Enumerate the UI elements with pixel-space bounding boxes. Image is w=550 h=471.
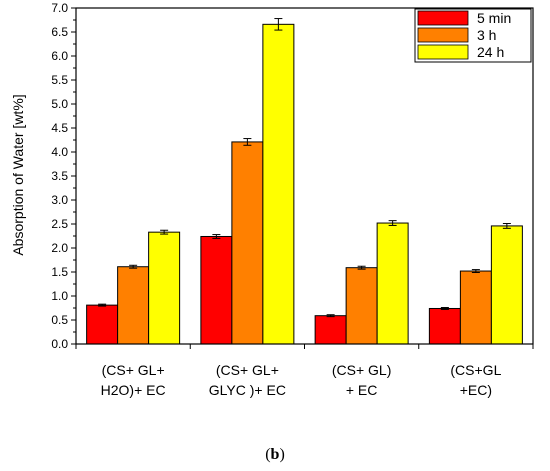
bar-24h-1: [262, 23, 295, 345]
y-tick-label: 3.5: [51, 169, 68, 183]
bar-5min-3: [428, 307, 461, 345]
y-tick-label: 1.5: [51, 265, 68, 279]
caption-close: ): [279, 446, 285, 463]
x-tick-label: (CS+GL: [450, 362, 501, 378]
bar-3h-1: [231, 141, 264, 345]
axes-layer: 0.0 0.5 1.0 1.5 2.0 2.5 3.0 3.5 4.0 4.5 5.0 5.5 6.0 6…: [51, 1, 534, 398]
legend-label: 5 min: [477, 10, 511, 26]
bar-24h-3: [490, 225, 523, 345]
legend-swatch-24h: [417, 44, 469, 60]
x-tick-label: H2O)+ EC: [101, 382, 166, 398]
y-tick-label: 5.0: [51, 97, 68, 111]
bar-24h-2: [376, 222, 409, 345]
bar-24h-0: [148, 231, 181, 345]
y-axis-title: Absorption of Water [wt%]: [10, 94, 26, 255]
legend-label: 24 h: [477, 44, 504, 60]
legend-swatch-5min: [417, 10, 469, 26]
x-tick-label: + EC: [346, 382, 378, 398]
caption-open: (: [265, 446, 271, 463]
y-tick-label: 0.0: [51, 337, 68, 351]
y-tick-label: 3.0: [51, 193, 68, 207]
y-tick-label: 6.5: [51, 25, 68, 39]
x-tick-label: (CS+ GL+: [102, 362, 165, 378]
figure-caption: (b): [0, 446, 550, 464]
bar-3h-3: [459, 270, 492, 345]
y-tick-label: 4.5: [51, 121, 68, 135]
y-tick-label: 7.0: [51, 1, 68, 15]
x-tick-label: (CS+ GL+: [216, 362, 279, 378]
bar-5min-0: [86, 304, 119, 345]
bar-3h-2: [345, 267, 378, 345]
bar-5min-2: [314, 315, 347, 345]
y-tick-label: 6.0: [51, 49, 68, 63]
bar-5min-1: [200, 235, 233, 345]
bar-3h-0: [117, 266, 150, 345]
x-tick-label: GLYC )+ EC: [209, 382, 286, 398]
legend-label: 3 h: [477, 27, 496, 43]
bars-layer: [86, 18, 523, 345]
y-tick-label: 1.0: [51, 289, 68, 303]
y-tick-label: 2.0: [51, 241, 68, 255]
y-tick-label: 0.5: [51, 313, 68, 327]
x-tick-label: +EC): [460, 382, 492, 398]
caption-letter: b: [270, 446, 280, 463]
x-tick-label: (CS+ GL): [332, 362, 392, 378]
y-tick-label: 5.5: [51, 73, 68, 87]
y-tick-label: 4.0: [51, 145, 68, 159]
y-tick-label: 2.5: [51, 217, 68, 231]
legend-swatch-3h: [417, 27, 469, 43]
